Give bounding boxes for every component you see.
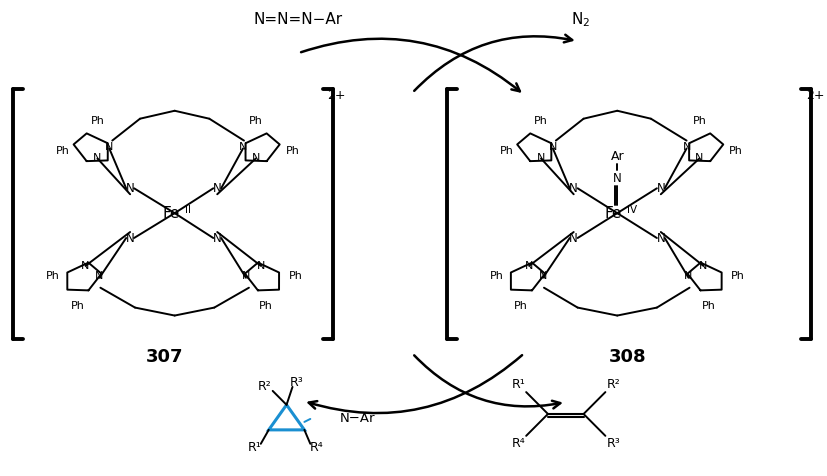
Text: Ph: Ph (701, 301, 715, 311)
Text: N: N (537, 153, 545, 163)
Text: N: N (548, 141, 557, 151)
Text: N: N (239, 141, 247, 151)
Text: Ph: Ph (289, 271, 303, 281)
Text: Ph: Ph (56, 146, 69, 156)
Text: R¹: R¹ (511, 377, 525, 391)
Text: IV: IV (627, 205, 638, 215)
Text: N=N=N−Ar: N=N=N−Ar (254, 12, 343, 27)
Text: N: N (569, 231, 578, 245)
Text: N: N (569, 182, 578, 195)
Text: N: N (126, 182, 135, 195)
FancyArrowPatch shape (414, 356, 561, 408)
Text: N: N (657, 182, 665, 195)
Text: II: II (184, 205, 190, 215)
FancyArrowPatch shape (308, 355, 522, 413)
Text: Fe: Fe (605, 206, 622, 221)
Text: R¹: R¹ (248, 441, 261, 454)
Text: N: N (241, 271, 250, 281)
Text: Ph: Ph (729, 146, 743, 156)
Text: N: N (213, 231, 222, 245)
Text: Ph: Ph (731, 271, 745, 281)
Text: N−Ar: N−Ar (340, 412, 375, 426)
Text: N: N (126, 231, 135, 245)
Text: 2+: 2+ (806, 89, 825, 102)
Text: Ph: Ph (692, 116, 706, 126)
Text: R²: R² (606, 377, 620, 391)
Text: N: N (256, 261, 265, 271)
Text: Ph: Ph (46, 271, 60, 281)
Text: R²: R² (258, 380, 271, 394)
Text: 308: 308 (609, 348, 646, 367)
Text: N: N (696, 153, 704, 163)
Text: N: N (213, 182, 222, 195)
Text: Ar: Ar (610, 150, 624, 163)
Text: N: N (613, 172, 622, 185)
Text: N: N (685, 271, 693, 281)
Text: Ph: Ph (534, 116, 548, 126)
Text: N: N (682, 141, 691, 151)
Text: N: N (699, 261, 708, 271)
Text: N: N (525, 261, 533, 271)
Text: N: N (251, 153, 260, 163)
Text: N: N (105, 141, 113, 151)
Text: Ph: Ph (70, 301, 84, 311)
Text: Ph: Ph (249, 116, 263, 126)
Text: Ph: Ph (514, 301, 528, 311)
Text: Ph: Ph (259, 301, 273, 311)
Text: R⁴: R⁴ (511, 437, 525, 450)
Text: Ph: Ph (500, 146, 514, 156)
Text: N: N (657, 231, 665, 245)
Text: R³: R³ (289, 377, 304, 389)
Text: 2+: 2+ (327, 89, 346, 102)
Text: N: N (81, 261, 90, 271)
Text: Fe: Fe (162, 206, 179, 221)
Text: N: N (95, 271, 103, 281)
FancyArrowPatch shape (414, 35, 572, 91)
Text: R⁴: R⁴ (309, 441, 323, 454)
Text: N$_2$: N$_2$ (571, 10, 590, 29)
Text: N: N (539, 271, 547, 281)
Text: Ph: Ph (285, 146, 299, 156)
Text: Ph: Ph (490, 271, 504, 281)
Text: R³: R³ (606, 437, 620, 450)
Text: Ph: Ph (90, 116, 104, 126)
Text: N: N (93, 153, 102, 163)
FancyArrowPatch shape (301, 39, 520, 91)
Text: 307: 307 (146, 348, 184, 367)
